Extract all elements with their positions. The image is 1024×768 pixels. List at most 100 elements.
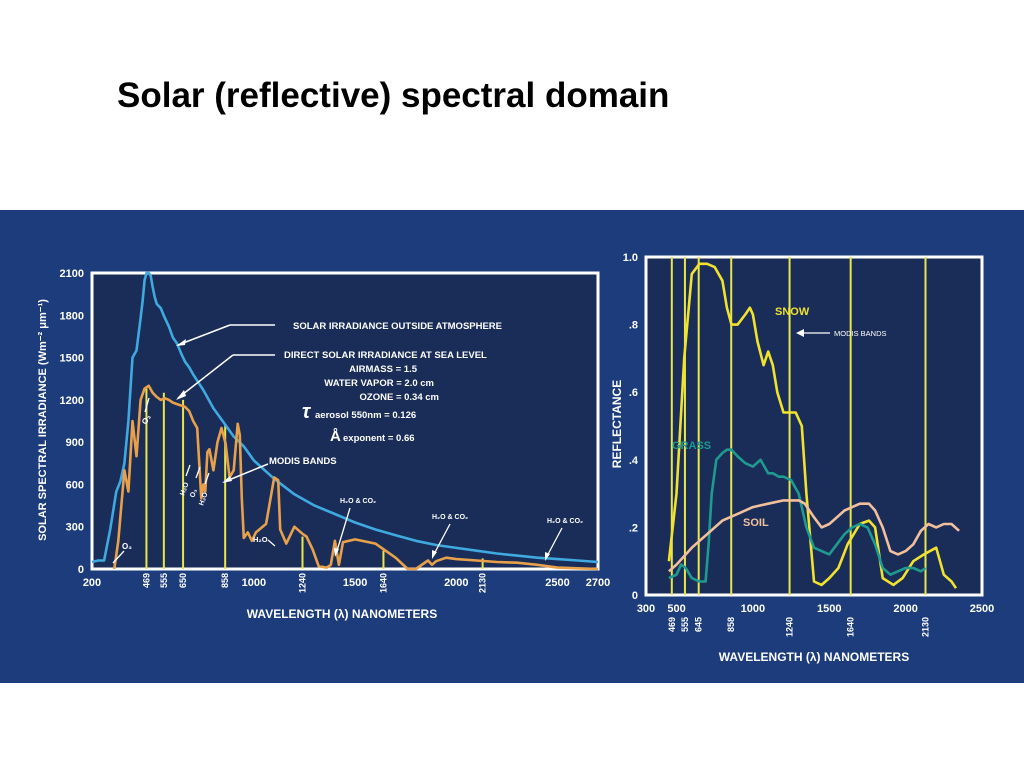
reflectance-modis-label: MODIS BANDS [834,329,887,338]
exponent-annotation: exponent = 0.66 [343,433,415,444]
irradiance-y-axis-label: SOLAR SPECTRAL IRRADIANCE (Wm⁻² μm⁻¹) [37,299,49,541]
irradiance-band-labels: 469 555 650 858 1240 1640 2130 [141,573,487,593]
h2o-label-2: H₂O [198,491,209,507]
h2o-co2-arrow-1 [335,507,351,555]
series-line-direct-solar-irradiance-at-sea-level [113,384,599,571]
h2o-co2-label-1: H₂O & CO₂ [340,498,376,505]
y-tick-label: 2100 [60,268,84,280]
modis-band-label: 650 [178,573,188,588]
reflectance-x-axis-label: WAVELENGTH (λ) NANOMETERS [719,650,909,664]
modis-pointer-arrowhead [796,329,804,337]
reflectance-series [667,262,960,589]
y-tick-label: 1.0 [623,252,638,264]
y-tick-label: .4 [629,455,639,467]
modis-band-label: 858 [726,617,736,632]
absorption-arrow-2 [195,466,201,479]
modis-band-label: 1240 [785,617,795,637]
absorption-arrow-3 [204,472,210,485]
h2o-co2-arrowhead-2 [432,550,437,559]
o3-label-high: O₃ [140,413,153,426]
reflectance-y-axis-label: REFLECTANCE [610,380,624,468]
y-tick-label: 900 [66,437,84,449]
y-tick-label: .6 [629,387,638,399]
h2o-co2-arrowhead-3 [545,552,550,561]
tau-symbol: τ [302,401,312,423]
x-tick-label: 2000 [893,603,917,615]
grass-label: GRASS [672,440,711,452]
series-line-grass [668,448,927,583]
x-tick-label: 1500 [343,577,367,589]
x-tick-label: 1000 [242,577,266,589]
y-tick-label: 0 [632,590,638,602]
h2o-label-3: H₂O [253,535,268,544]
modis-band-label: 2130 [478,573,488,593]
series-line-snow [667,262,958,589]
x-tick-label: 2700 [586,577,610,589]
modis-band-label: 469 [667,617,677,632]
irradiance-plot-area [90,271,600,571]
modis-band-label: 469 [141,573,151,588]
h2o-co2-arrow-2 [432,523,451,557]
h2o-co2-label-3: H₂O & CO₂ [547,518,583,525]
outside-annotation: SOLAR IRRADIANCE OUTSIDE ATMOSPHERE [293,321,502,332]
series-line-solar-irradiance-outside-atmosphere [91,271,599,564]
angstrom-symbol: Å [330,428,341,445]
h2o-co2-arrow-3 [545,527,563,559]
reflectance-band-labels: 469 555 645 858 1240 1640 2130 [667,617,931,637]
modis-band-label: 1640 [846,617,856,637]
y-tick-label: 1800 [60,310,84,322]
x-tick-label: 2000 [444,577,468,589]
reflectance-y-ticks: 0 .2 .4 .6 .8 1.0 [623,252,639,602]
x-tick-label: 1500 [817,603,841,615]
irradiance-x-axis-label: WAVELENGTH (λ) NANOMETERS [247,607,437,621]
x-tick-label: 500 [667,603,685,615]
irradiance-series [91,271,599,571]
y-tick-label: .2 [629,522,638,534]
modis-arrowhead [222,476,232,483]
irradiance-x-ticks: 200 1000 1500 2000 2500 2700 [83,577,610,589]
x-tick-label: 2500 [970,603,994,615]
y-tick-label: 300 [66,522,84,534]
soil-label: SOIL [743,517,769,529]
outside-arrow-shaft [177,324,231,346]
modis-arrow [223,463,269,483]
modis-band-label: 858 [220,573,230,588]
modis-annotation: MODIS BANDS [269,456,337,467]
x-tick-label: 300 [637,603,655,615]
o3-arrow-high [144,397,150,413]
irradiance-annotations: SOLAR IRRADIANCE OUTSIDE ATMOSPHERE DIRE… [112,321,583,564]
modis-band-label: 1640 [378,573,388,593]
x-tick-label: 2500 [545,577,569,589]
h2o-co2-arrowhead-1 [334,548,339,557]
reflectance-x-ticks: 300 500 1000 1500 2000 2500 [637,603,994,615]
modis-band-label: 1240 [297,573,307,593]
airmass-annotation: AIRMASS = 1.5 [349,364,418,375]
sea-arrowhead [176,390,186,400]
aerosol-annotation: aerosol 550nm = 0.126 [315,410,416,421]
modis-band-label: 645 [694,617,704,632]
series-line-soil [668,499,960,573]
sea-arrow-shaft [177,354,234,399]
h2o-label-1: H₂O [179,481,190,497]
modis-band-label: 2130 [920,617,930,637]
o3-arrow-low [112,550,125,564]
sea-level-annotation: DIRECT SOLAR IRRADIANCE AT SEA LEVEL [284,350,487,361]
y-tick-label: .8 [629,320,638,332]
y-tick-label: 1200 [60,395,84,407]
snow-label: SNOW [775,306,810,318]
ozone-annotation: OZONE = 0.34 cm [360,392,439,403]
y-tick-label: 600 [66,479,84,491]
y-tick-label: 1500 [60,353,84,365]
h2o-co2-label-2: H₂O & CO₂ [432,514,468,521]
o3-label-mid: O₃ [189,488,199,499]
modis-band-label: 555 [159,573,169,588]
x-tick-label: 200 [83,577,101,589]
reflectance-chart: 0 .2 .4 .6 .8 1.0 300 500 1000 1500 2000 2500 469 5… [610,252,994,664]
slide-title: Solar (reflective) spectral domain [117,76,670,115]
x-tick-label: 1000 [741,603,765,615]
irradiance-y-ticks: 0 300 600 900 1200 1500 1800 2100 [60,268,84,576]
outside-arrowhead [176,339,186,346]
h2o-arrow-3 [267,539,276,547]
